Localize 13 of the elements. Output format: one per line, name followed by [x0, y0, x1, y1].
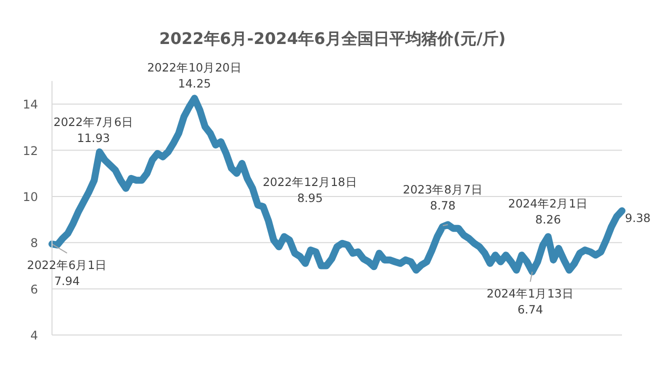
- chart-title: 2022年6月-2024年6月全国日平均猪价(元/斤): [159, 29, 506, 48]
- y-tick-label: 8: [30, 236, 38, 250]
- annotation: 2024年2月1日 8.26: [508, 196, 588, 227]
- annotation: 2022年7月6日 11.93: [54, 114, 134, 145]
- annotation: 2023年8月7日 8.78: [402, 182, 483, 213]
- y-tick-label: 14: [22, 98, 38, 112]
- y-tick-label: 4: [30, 328, 38, 342]
- annotation: 2022年12月18日 8.95: [262, 175, 358, 205]
- annotation: 2022年10月20日 14.25: [147, 60, 242, 90]
- text: 9.38: [625, 211, 651, 225]
- annotation: 2024年1月13日 6.74: [486, 286, 574, 317]
- y-tick-label: 10: [22, 190, 38, 204]
- y-tick-label: 12: [22, 144, 38, 158]
